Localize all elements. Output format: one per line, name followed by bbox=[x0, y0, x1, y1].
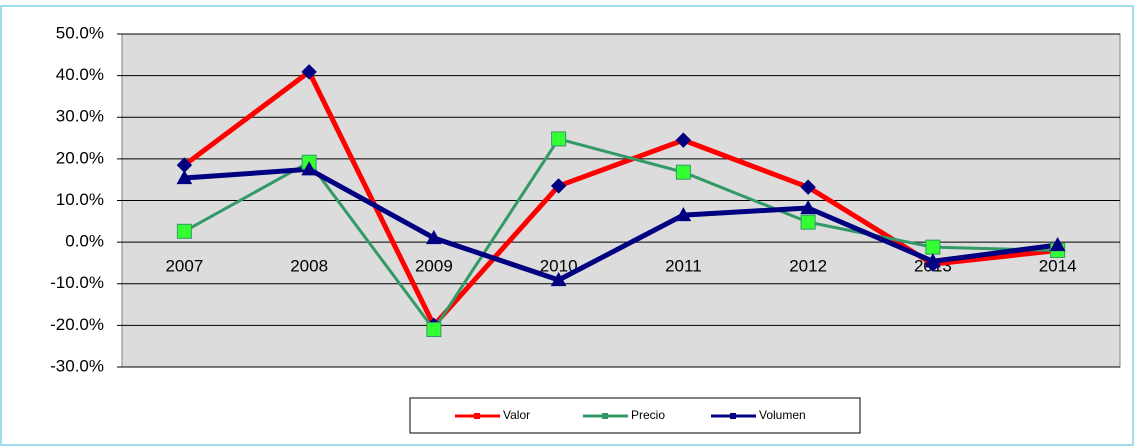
legend-marker bbox=[474, 413, 480, 419]
series-line bbox=[183, 137, 1058, 332]
y-tick-label: 10.0% bbox=[56, 190, 104, 209]
legend-label: Volumen bbox=[759, 408, 806, 422]
x-tick-label: 2009 bbox=[415, 257, 453, 276]
legend-marker bbox=[602, 413, 608, 419]
y-tick-label: 20.0% bbox=[56, 148, 104, 167]
y-tick-label: -20.0% bbox=[50, 315, 104, 334]
marker bbox=[176, 169, 193, 185]
legend: Valor Precio Volumen bbox=[409, 397, 861, 434]
marker bbox=[301, 64, 317, 80]
marker bbox=[675, 207, 692, 222]
marker bbox=[1049, 237, 1066, 252]
legend-label: Precio bbox=[631, 408, 665, 422]
x-tick-label: 2008 bbox=[290, 257, 328, 276]
marker bbox=[550, 271, 567, 287]
marker bbox=[426, 229, 442, 245]
y-tick-label: 0.0% bbox=[65, 232, 104, 251]
y-tick-label: 40.0% bbox=[56, 65, 104, 84]
marker bbox=[800, 199, 816, 215]
marker bbox=[550, 178, 567, 194]
marker bbox=[800, 179, 816, 195]
x-tick-label: 2014 bbox=[1039, 257, 1077, 276]
x-tick-label: 2010 bbox=[540, 257, 578, 276]
legend-marker bbox=[730, 413, 736, 419]
marker bbox=[925, 253, 941, 268]
marker bbox=[176, 223, 192, 239]
x-tick-label: 2007 bbox=[165, 257, 203, 276]
y-tick-label: 50.0% bbox=[56, 23, 104, 42]
legend-label: Valor bbox=[503, 408, 530, 422]
marker bbox=[675, 164, 691, 180]
y-tick-label: -30.0% bbox=[50, 356, 104, 375]
x-tick-label: 2012 bbox=[789, 257, 827, 276]
y-tick-label: 30.0% bbox=[56, 107, 104, 126]
marker bbox=[426, 322, 442, 338]
y-tick-label: -10.0% bbox=[50, 273, 104, 292]
marker bbox=[925, 239, 941, 255]
marker bbox=[301, 161, 317, 176]
series-line bbox=[184, 166, 1058, 283]
marker bbox=[551, 131, 567, 147]
marker bbox=[675, 132, 692, 148]
marker bbox=[800, 214, 816, 230]
x-tick-label: 2011 bbox=[665, 257, 702, 276]
